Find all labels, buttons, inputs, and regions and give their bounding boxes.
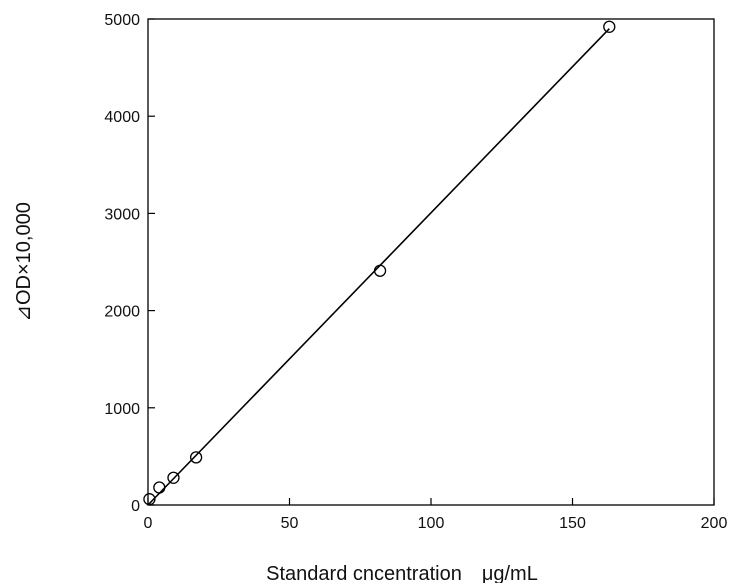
data-point — [167, 471, 180, 484]
x-tick-label: 50 — [281, 515, 299, 532]
data-point — [189, 451, 203, 464]
y-tick-label: 1000 — [104, 401, 140, 418]
y-axis-ticks: 0 1000 2000 3000 4000 5000 — [104, 12, 155, 515]
x-tick-label: 0 — [144, 515, 153, 532]
plot-area — [147, 18, 715, 506]
data-point — [603, 20, 616, 33]
y-tick-label: 3000 — [104, 206, 140, 223]
data-points — [143, 20, 616, 506]
y-tick-label: 5000 — [104, 12, 140, 29]
data-point — [153, 481, 166, 494]
x-tick-label: 200 — [701, 515, 728, 532]
y-tick-label: 0 — [131, 498, 140, 515]
x-axis-ticks: 0 50 100 150 200 — [144, 498, 728, 532]
y-tick-label: 2000 — [104, 304, 140, 321]
x-axis-title: Standard cncentration μg/mL — [266, 563, 538, 583]
fit-line — [147, 28, 610, 506]
data-point — [373, 264, 387, 277]
data-point — [143, 493, 156, 506]
x-tick-label: 100 — [418, 515, 445, 532]
y-tick-label: 4000 — [104, 109, 140, 126]
x-tick-label: 150 — [559, 515, 586, 532]
y-axis-title: ⊿OD×10,000 — [13, 202, 35, 322]
